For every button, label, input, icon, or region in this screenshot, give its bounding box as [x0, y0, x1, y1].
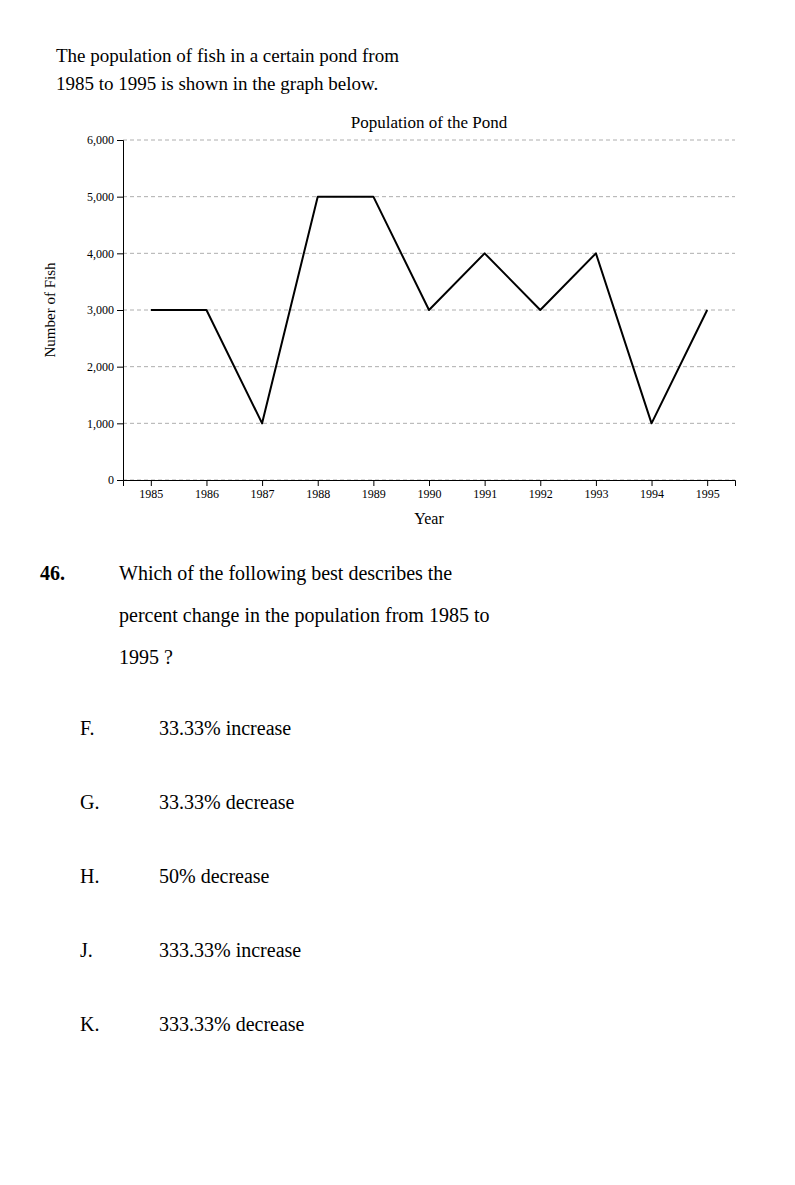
x-tick: 1993	[584, 480, 608, 501]
y-tick-label: 6,000	[87, 133, 114, 147]
y-tick: 4,000	[87, 247, 123, 261]
choice-text: 33.33% increase	[159, 717, 291, 739]
y-tick-mark	[117, 367, 123, 368]
grid-line	[123, 423, 735, 424]
grid-line	[123, 196, 735, 197]
y-tick-label: 4,000	[87, 247, 114, 261]
x-tick: 1985	[139, 480, 163, 501]
y-axis-title: Number of Fish	[42, 262, 58, 357]
intro-text: The population of fish in a certain pond…	[56, 45, 399, 66]
choice-text: 33.33% decrease	[159, 791, 295, 813]
choices: F. 33.33% increase G. 33.33% decrease H. 50% …	[80, 717, 305, 1035]
data-line	[151, 197, 707, 424]
intro: The population of fish in a certain pond…	[56, 45, 399, 94]
x-tick-mark	[318, 480, 319, 486]
x-tick-label: 1994	[640, 487, 664, 501]
x-tick-mark	[206, 480, 207, 486]
y-tick-label: 1,000	[87, 417, 114, 431]
y-tick-mark	[117, 197, 123, 198]
y-tick: 6,000	[87, 133, 123, 147]
x-tick-label: 1986	[195, 487, 219, 501]
y-tick: 0	[108, 473, 123, 487]
x-tick: 1989	[362, 480, 386, 501]
x-tick-label: 1995	[696, 487, 720, 501]
x-tick-mark	[485, 480, 486, 486]
x-tick-mark	[596, 480, 597, 486]
x-axis: 1985 1986 1987 1988 1989 1990 1991 1992 1993 1994…	[124, 480, 736, 501]
chart: 1985 1986 1987 1988 1989 1990 1991 1992 1993 1994…	[42, 113, 736, 527]
x-tick-label: 1989	[362, 487, 386, 501]
y-tick-label: 2,000	[87, 360, 114, 374]
y-tick-label: 3,000	[87, 303, 114, 317]
x-tick: 1986	[195, 480, 219, 501]
y-axis: 0 1,000 2,000 3,000 4,000 5,000 6,000	[87, 133, 124, 487]
x-tick-label: 1988	[306, 487, 330, 501]
grid-line	[123, 253, 735, 254]
x-tick: 1988	[306, 480, 330, 501]
x-tick-mark	[262, 480, 263, 486]
y-tick-mark	[117, 423, 123, 424]
x-tick-label: 1990	[418, 487, 442, 501]
x-axis-title: Year	[414, 510, 444, 527]
x-tick: 1992	[529, 480, 553, 501]
x-tick-mark	[707, 480, 708, 486]
marks	[151, 197, 707, 424]
question-text: Which of the following best describes th…	[119, 562, 452, 585]
y-tick: 5,000	[87, 190, 123, 204]
page: The population of fish in a certain pond…	[0, 0, 795, 1185]
grid-line	[123, 140, 735, 141]
choice-letter: K.	[80, 1013, 99, 1035]
x-tick-label: 1992	[529, 487, 553, 501]
x-axis-line	[124, 481, 736, 487]
grid	[123, 140, 735, 480]
grid-line	[123, 366, 735, 367]
x-tick-label: 1987	[251, 487, 275, 501]
y-tick-mark	[117, 310, 123, 311]
x-tick-mark	[151, 480, 152, 486]
choice-letter: H.	[80, 865, 99, 887]
y-tick-label: 0	[108, 473, 114, 487]
x-tick-mark	[373, 480, 374, 486]
x-tick-mark	[540, 480, 541, 486]
choice-text: 50% decrease	[159, 865, 270, 887]
y-tick-mark	[117, 480, 123, 481]
x-tick-mark	[652, 480, 653, 486]
y-tick: 1,000	[87, 417, 123, 431]
chart-title: Population of the Pond	[351, 113, 508, 132]
y-tick-mark	[117, 140, 123, 141]
y-tick-label: 5,000	[87, 190, 114, 204]
x-tick: 1991	[473, 480, 497, 501]
choice-letter: G.	[80, 791, 99, 813]
x-tick: 1994	[640, 480, 664, 501]
x-tick: 1987	[251, 480, 275, 501]
choice-text: 333.33% increase	[159, 939, 301, 961]
x-tick-label: 1985	[139, 487, 163, 501]
choice-letter: F.	[80, 717, 95, 739]
y-tick: 3,000	[87, 303, 123, 317]
choice-letter: J.	[80, 939, 93, 961]
y-tick: 2,000	[87, 360, 123, 374]
choice-text: 333.33% decrease	[159, 1013, 305, 1035]
question: 46. Which of the following best describes…	[40, 562, 489, 668]
y-tick-mark	[117, 253, 123, 254]
question-number: 46.	[40, 562, 65, 584]
x-tick: 1995	[696, 480, 720, 501]
x-tick-label: 1991	[473, 487, 497, 501]
question-text: percent change in the population from 19…	[119, 604, 489, 627]
x-tick: 1990	[418, 480, 442, 501]
intro-text: 1985 to 1995 is shown in the graph below…	[56, 73, 378, 94]
x-tick-label: 1993	[584, 487, 608, 501]
x-tick-mark	[429, 480, 430, 486]
y-axis-line	[117, 141, 124, 481]
question-text: 1995 ?	[119, 646, 173, 668]
